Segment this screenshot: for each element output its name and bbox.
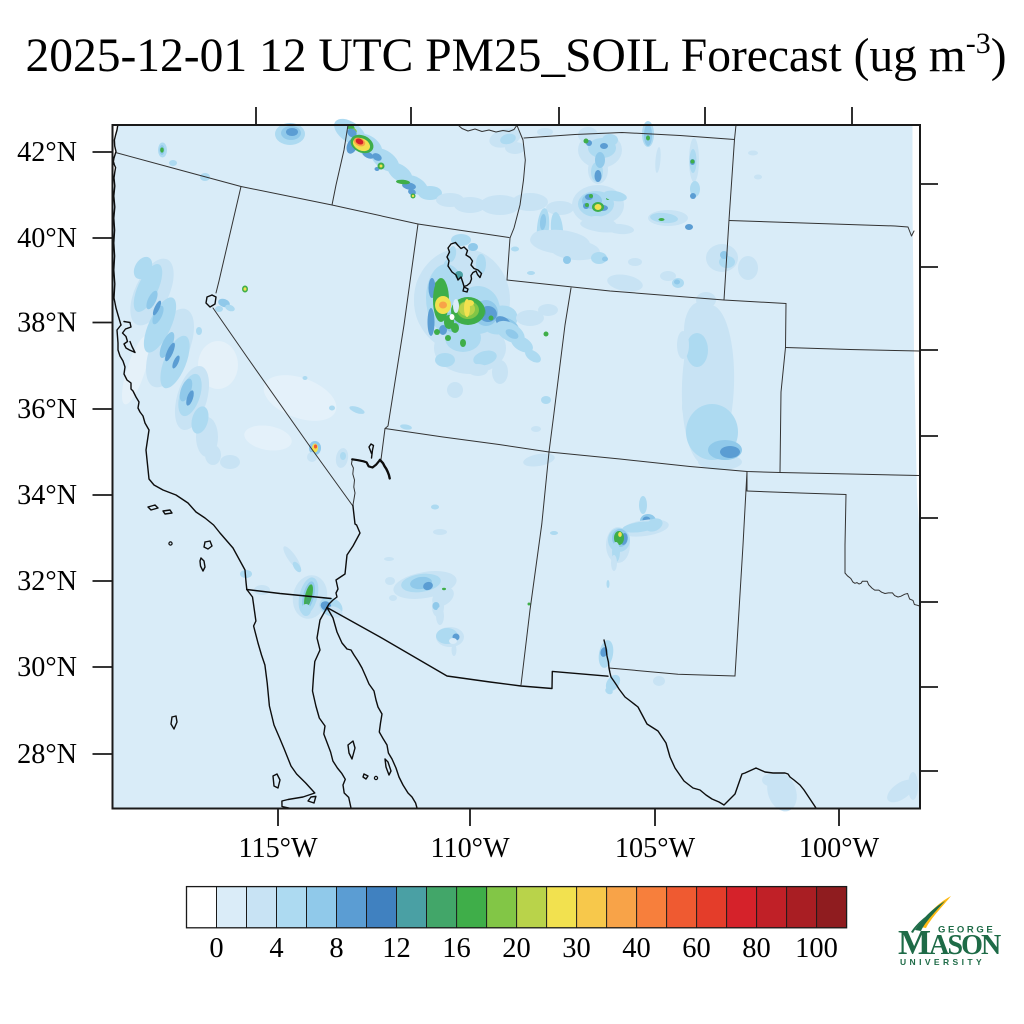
svg-text:34°N: 34°N (17, 480, 77, 511)
svg-text:110°W: 110°W (430, 833, 510, 864)
svg-text:MASON: MASON (898, 923, 1001, 962)
svg-text:16: 16 (442, 933, 471, 964)
svg-text:60: 60 (682, 933, 711, 964)
svg-text:80: 80 (742, 933, 771, 964)
svg-text:GEORGE: GEORGE (938, 925, 995, 936)
svg-text:40°N: 40°N (17, 223, 77, 254)
svg-text:100°W: 100°W (799, 833, 880, 864)
svg-text:12: 12 (382, 933, 411, 964)
svg-text:42°N: 42°N (17, 137, 77, 168)
svg-text:UNIVERSITY: UNIVERSITY (900, 957, 985, 967)
svg-text:38°N: 38°N (17, 308, 77, 339)
svg-text:30°N: 30°N (17, 652, 77, 683)
svg-text:100: 100 (795, 933, 838, 964)
svg-text:30: 30 (562, 933, 591, 964)
svg-text:4: 4 (269, 933, 283, 964)
svg-text:40: 40 (622, 933, 651, 964)
svg-text:28°N: 28°N (17, 739, 77, 770)
svg-text:20: 20 (502, 933, 531, 964)
svg-text:0: 0 (209, 933, 223, 964)
svg-text:32°N: 32°N (17, 566, 77, 597)
svg-text:105°W: 105°W (615, 833, 696, 864)
svg-text:2025-12-01 12 UTC PM25_SOIL Fo: 2025-12-01 12 UTC PM25_SOIL Forecast (ug… (25, 27, 1006, 82)
svg-text:8: 8 (329, 933, 343, 964)
svg-text:115°W: 115°W (238, 833, 318, 864)
svg-text:36°N: 36°N (17, 394, 77, 425)
